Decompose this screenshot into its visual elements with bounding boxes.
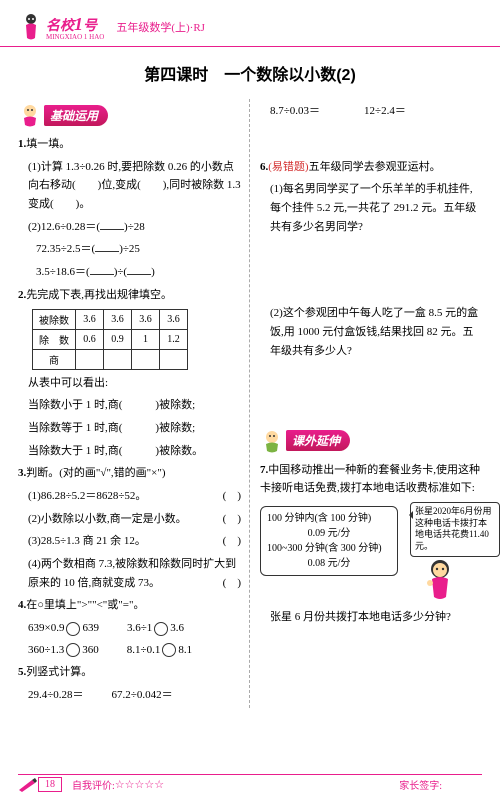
q6-tag: (易错题): [268, 161, 308, 173]
circle-input[interactable]: [66, 622, 80, 636]
badge-basic: 基础运用: [44, 105, 108, 126]
q5-d: 12÷2.4＝: [364, 102, 406, 121]
q4-num: 4.: [18, 599, 26, 611]
q3-b: (2)小数除以小数,商一定是小数。: [28, 510, 187, 529]
q1-d1: 3.5÷18.6＝(: [36, 266, 90, 278]
q6-title: 五年级同学去参观亚运村。: [309, 161, 441, 173]
badge-extra: 课外延伸: [286, 430, 350, 451]
q3-num: 3.: [18, 467, 26, 479]
speech-bubble: 张星2020年6月份用这种电话卡拨打本地电话共花费11.40元。: [410, 502, 500, 557]
q7-num: 7.: [260, 464, 268, 476]
q5-b: 67.2÷0.042＝: [112, 686, 173, 705]
circle-input[interactable]: [162, 643, 176, 657]
circle-input[interactable]: [66, 643, 80, 657]
q1-num: 1.: [18, 138, 26, 150]
q1-a: (1)计算 1.3÷0.26 时,要把除数 0.26 的小数点向右移动( )位,…: [18, 158, 241, 214]
circle-input[interactable]: [154, 622, 168, 636]
q4-title: 在○里填上">""<"或"="。: [26, 599, 144, 611]
q1-title: 填一填。: [26, 138, 70, 150]
q7-title: 中国移动推出一种新的套餐业务卡,使用这种卡接听电话免费,拨打本地电话收费标准如下…: [260, 464, 480, 495]
brand-num: 1: [74, 14, 83, 34]
q3-ap: ( ): [223, 487, 241, 506]
q3-a: (1)86.28÷5.2＝8628÷52。: [28, 487, 146, 506]
q1-d3: ): [151, 266, 155, 278]
q1-d2: )÷(: [114, 266, 127, 278]
q7-ask: 张星 6 月份共拨打本地电话多少分钟?: [260, 608, 482, 627]
price-box: 100 分钟内(含 100 分钟) 0.09 元/分 100~300 分钟(含 …: [260, 506, 398, 576]
q2-num: 2.: [18, 289, 26, 301]
brand-sub: MINGXIAO 1 HAO: [46, 33, 104, 41]
q6-a: (1)每名男同学买了一个乐羊羊的手机挂件,每个挂件 5.2 元,一共花了 291…: [260, 180, 482, 236]
q3-c: (3)28.5÷1.3 商 21 余 12。: [28, 532, 146, 551]
q2-l2: 当除数等于 1 时,商( )被除数;: [18, 419, 241, 438]
q2-l1: 当除数小于 1 时,商( )被除数;: [18, 396, 241, 415]
q3-cp: ( ): [223, 532, 241, 551]
q1-c2: )÷25: [119, 243, 140, 255]
child-icon: [18, 103, 42, 127]
q1-b2: )÷28: [124, 221, 145, 233]
q5-c: 8.7÷0.03＝: [270, 102, 320, 121]
q2-l3: 当除数大于 1 时,商( )被除数。: [18, 442, 241, 461]
child-icon: [260, 429, 284, 453]
self-eval-label: 自我评价:: [72, 777, 115, 792]
parent-sign-label: 家长签字:: [399, 777, 442, 792]
q1-b1: (2)12.6÷0.28＝(: [28, 221, 100, 233]
q5-title: 列竖式计算。: [26, 666, 92, 678]
brand-suffix: 号: [83, 19, 97, 34]
girl-character-icon: [422, 557, 458, 601]
header-subtitle: 五年级数学(上)·RJ: [116, 19, 205, 35]
q2-title: 先完成下表,再找出规律填空。: [26, 289, 172, 301]
q6-num: 6.: [260, 161, 268, 173]
q3-d: (4)两个数相商 7.3,被除数和除数同时扩大到原来的 10 倍,商就变成 73…: [28, 558, 236, 589]
q6-b: (2)这个参观团中午每人吃了一盒 8.5 元的盒饭,用 1000 元付盒饭钱,结…: [260, 304, 482, 360]
q3-dp: ( ): [223, 574, 241, 593]
pencil-icon: [18, 778, 38, 792]
page-title: 第四课时 一个数除以小数(2): [0, 61, 500, 85]
q2-table: 被除数3.63.63.63.6 除 数0.60.911.2 商: [32, 309, 188, 370]
star-icon: ☆☆☆☆☆: [115, 778, 164, 791]
q3-bp: ( ): [223, 510, 241, 529]
girl-icon: [20, 12, 42, 42]
q5-num: 5.: [18, 666, 26, 678]
q2-sub: 从表中可以看出:: [18, 374, 241, 393]
q5-a: 29.4÷0.28＝: [28, 686, 84, 705]
page-number: 18: [38, 777, 62, 792]
q3-title: 判断。(对的画"√",错的画"×"): [26, 467, 165, 479]
q1-c1: 72.35÷2.5＝(: [36, 243, 95, 255]
brand-prefix: 名校: [46, 19, 74, 34]
